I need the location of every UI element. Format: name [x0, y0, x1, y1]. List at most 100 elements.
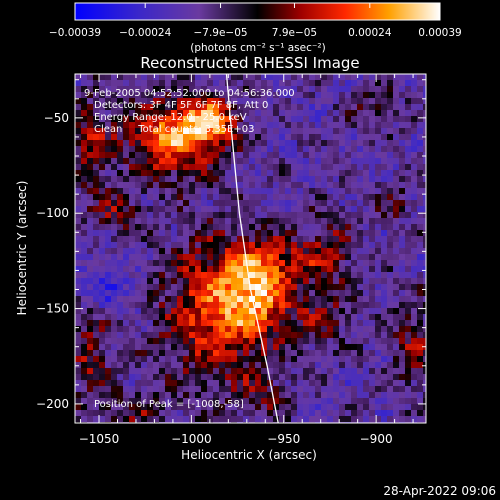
- heatmap-cell: [183, 362, 190, 369]
- heatmap-cell: [159, 302, 166, 309]
- heatmap-cell: [267, 314, 274, 321]
- heatmap-cell: [195, 260, 202, 267]
- heatmap-cell: [219, 146, 226, 153]
- heatmap-cell: [285, 164, 292, 171]
- heatmap-cell: [405, 104, 412, 111]
- heatmap-cell: [153, 218, 160, 225]
- heatmap-cell: [393, 206, 400, 213]
- heatmap-cell: [243, 170, 250, 177]
- heatmap-cell: [105, 344, 112, 351]
- heatmap-cell: [249, 194, 256, 201]
- heatmap-cell: [153, 284, 160, 291]
- heatmap-cell: [249, 380, 256, 387]
- heatmap-cell: [417, 272, 424, 279]
- heatmap-cell: [315, 128, 322, 135]
- heatmap-cell: [405, 302, 412, 309]
- heatmap-cell: [285, 140, 292, 147]
- heatmap-cell: [165, 122, 172, 129]
- heatmap-cell: [381, 338, 388, 345]
- heatmap-cell: [99, 380, 106, 387]
- heatmap-cell: [345, 386, 352, 393]
- heatmap-cell: [87, 98, 94, 105]
- heatmap-cell: [111, 86, 118, 93]
- heatmap-cell: [291, 296, 298, 303]
- heatmap-cell: [339, 152, 346, 159]
- heatmap-cell: [237, 332, 244, 339]
- heatmap-cell: [375, 284, 382, 291]
- heatmap-cell: [129, 224, 136, 231]
- heatmap-cell: [207, 272, 214, 279]
- heatmap-cell: [369, 260, 376, 267]
- heatmap-cell: [327, 404, 334, 411]
- heatmap-cell: [309, 182, 316, 189]
- heatmap-cell: [315, 398, 322, 405]
- heatmap-cell: [195, 332, 202, 339]
- heatmap-cell: [351, 128, 358, 135]
- heatmap-cell: [117, 146, 124, 153]
- heatmap-cell: [387, 158, 394, 165]
- heatmap-cell: [321, 212, 328, 219]
- heatmap-cell: [411, 254, 418, 261]
- heatmap-cell: [219, 182, 226, 189]
- heatmap-cell: [111, 254, 118, 261]
- heatmap-cell: [327, 170, 334, 177]
- heatmap-cell: [243, 188, 250, 195]
- heatmap-cell: [327, 284, 334, 291]
- heatmap-cell: [201, 164, 208, 171]
- heatmap-cell: [141, 254, 148, 261]
- heatmap-cell: [165, 188, 172, 195]
- heatmap-cell: [369, 164, 376, 171]
- heatmap-cell: [249, 182, 256, 189]
- heatmap-cell: [111, 302, 118, 309]
- heatmap-cell: [285, 224, 292, 231]
- heatmap-cell: [315, 254, 322, 261]
- heatmap-cell: [219, 362, 226, 369]
- x-tick-label: −1000: [171, 432, 212, 446]
- colorbar-units-label: (photons cm⁻² s⁻¹ asec⁻²): [190, 42, 325, 54]
- heatmap-cell: [243, 206, 250, 213]
- heatmap-cell: [249, 104, 256, 111]
- heatmap-cell: [309, 212, 316, 219]
- heatmap-cell: [363, 392, 370, 399]
- heatmap-cell: [327, 104, 334, 111]
- heatmap-cell: [417, 368, 424, 375]
- heatmap-cell: [291, 260, 298, 267]
- heatmap-cell: [105, 92, 112, 99]
- heatmap-cell: [141, 164, 148, 171]
- heatmap-cell: [207, 374, 214, 381]
- heatmap-cell: [291, 116, 298, 123]
- heatmap-cell: [195, 98, 202, 105]
- heatmap-cell: [381, 266, 388, 273]
- heatmap-cell: [195, 326, 202, 333]
- heatmap-cell: [309, 356, 316, 363]
- heatmap-cell: [315, 362, 322, 369]
- heatmap-cell: [297, 290, 304, 297]
- heatmap-cell: [177, 416, 184, 423]
- heatmap-cell: [405, 74, 412, 81]
- heatmap-cell: [285, 86, 292, 93]
- heatmap-cell: [129, 290, 136, 297]
- heatmap-cell: [225, 392, 232, 399]
- heatmap-cell: [357, 134, 364, 141]
- heatmap-cell: [135, 368, 142, 375]
- heatmap-cell: [93, 296, 100, 303]
- heatmap-cell: [405, 326, 412, 333]
- heatmap-cell: [243, 278, 250, 285]
- heatmap-cell: [327, 260, 334, 267]
- heatmap-cell: [399, 278, 406, 285]
- heatmap-cell: [189, 200, 196, 207]
- heatmap-cell: [315, 308, 322, 315]
- heatmap-cell: [117, 392, 124, 399]
- heatmap-cell: [297, 398, 304, 405]
- heatmap-cell: [183, 92, 190, 99]
- heatmap-cell: [405, 134, 412, 141]
- heatmap-cell: [231, 212, 238, 219]
- heatmap-cell: [231, 416, 238, 423]
- heatmap-cell: [345, 200, 352, 207]
- heatmap-cell: [129, 314, 136, 321]
- heatmap-cell: [309, 158, 316, 165]
- heatmap-cell: [225, 260, 232, 267]
- heatmap-cell: [195, 116, 202, 123]
- heatmap-cell: [321, 392, 328, 399]
- heatmap-cell: [171, 314, 178, 321]
